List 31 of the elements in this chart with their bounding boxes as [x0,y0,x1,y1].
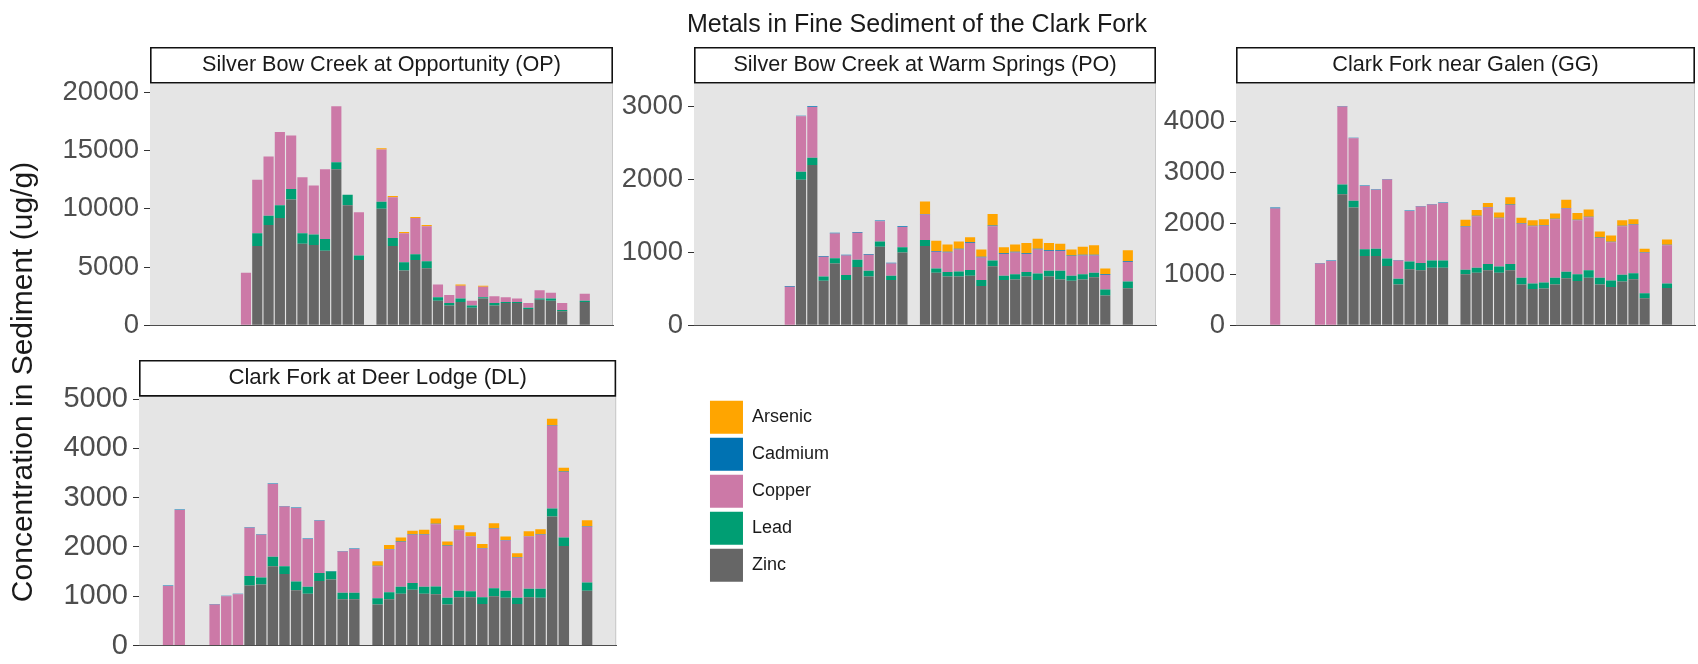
y-tick-label: 3000 [63,479,128,512]
y-tick-label: 15000 [62,132,139,164]
y-tick-label: 2000 [1164,205,1226,237]
chart-subtitle: Silver Bow Creek at Warm Springs (PO) [732,50,1117,76]
legend-label: Arsenic [751,406,812,427]
y-tick-label: 5000 [63,381,128,414]
y-tick-label: 0 [1210,307,1226,339]
y-tick-label: 3000 [1164,154,1226,186]
chart-subtitle: Clark Fork at Deer Lodge (DL) [228,364,527,390]
y-tick-label: 10000 [62,191,139,223]
legend-label: Zinc [751,554,786,575]
legend-label: Copper [751,480,811,501]
chart-subtitle: Clark Fork near Galen (GG) [1332,50,1599,76]
y-tick-label: 0 [667,307,683,339]
y-tick-label: 2000 [621,161,683,193]
y-tick-label: 4000 [63,430,128,463]
y-tick-label: 5000 [77,249,139,281]
y-tick-label: 0 [111,627,128,660]
y-tick-label: 4000 [1164,103,1226,135]
y-tick-label: 1000 [1164,256,1226,288]
y-tick-label: 0 [123,307,139,339]
chart-subtitle: Silver Bow Creek at Opportunity (OP) [202,50,561,76]
y-tick-label: 20000 [62,74,139,106]
y-tick-label: 1000 [63,578,128,611]
y-tick-label: 3000 [621,89,683,121]
legend-label: Lead [751,517,792,538]
y-axis-title: Concentration in Sediment (ug/g) [4,161,38,603]
legend-label: Cadmium [751,443,829,464]
y-tick-label: 1000 [621,234,683,266]
y-tick-label: 2000 [63,529,128,562]
chart-title: Metals in Fine Sediment of the Clark Fork [687,8,1147,37]
